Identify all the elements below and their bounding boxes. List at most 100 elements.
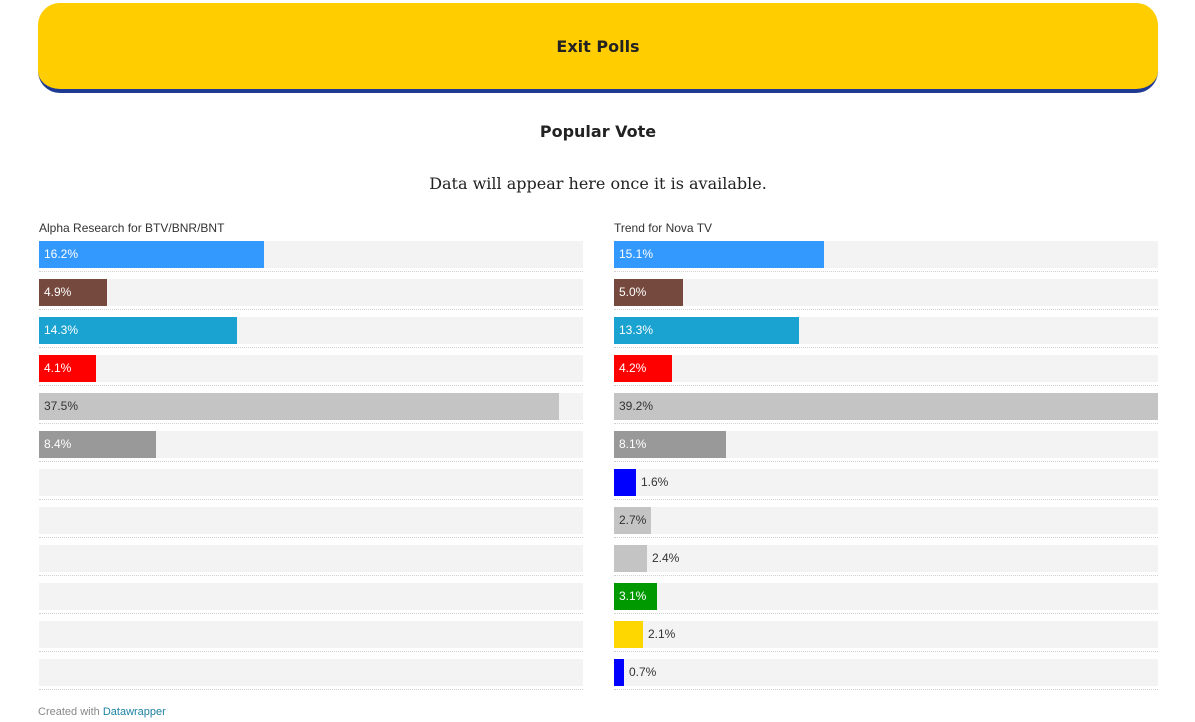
bar-track xyxy=(614,659,1158,686)
row-divider xyxy=(39,385,583,386)
bar-track xyxy=(39,621,583,648)
bar-value-label: 0.7% xyxy=(629,665,657,679)
row-divider xyxy=(39,423,583,424)
bar xyxy=(614,545,647,572)
bar-track xyxy=(614,469,1158,496)
row-divider xyxy=(39,271,583,272)
chart-panel-alpha-research: Alpha Research for BTV/BNR/BNT 16.2% 4.9%… xyxy=(39,221,583,695)
bar-track xyxy=(614,279,1158,306)
row-divider xyxy=(614,309,1158,310)
bar xyxy=(614,621,643,648)
bar-value-label: 5.0% xyxy=(619,285,647,299)
bar xyxy=(614,659,624,686)
row-divider xyxy=(39,499,583,500)
bar xyxy=(614,469,636,496)
row-divider xyxy=(39,575,583,576)
bar-row: 14.3% xyxy=(39,315,583,353)
row-divider xyxy=(39,461,583,462)
bar-row: 3.1% xyxy=(614,581,1158,619)
bar-value-label: 4.1% xyxy=(44,361,72,375)
bar-track xyxy=(614,583,1158,610)
bar-row: 8.1% xyxy=(614,429,1158,467)
bar-row xyxy=(39,505,583,543)
footer-prefix: Created with xyxy=(38,706,100,718)
bar-rows: 15.1% 5.0% 13.3% 4.2% 39.2% 8.1% 1.6% 2.7% 2.4% 3… xyxy=(614,239,1158,695)
bar-row: 1.6% xyxy=(614,467,1158,505)
panel-title: Trend for Nova TV xyxy=(614,221,713,235)
bar-row xyxy=(39,581,583,619)
chart-panel-trend: Trend for Nova TV 15.1% 5.0% 13.3% 4.2% 39.2… xyxy=(614,221,1158,695)
bar xyxy=(614,279,683,306)
bar-track xyxy=(39,659,583,686)
bar-row xyxy=(39,657,583,695)
row-divider xyxy=(39,537,583,538)
bar-row: 37.5% xyxy=(39,391,583,429)
bar xyxy=(614,393,1158,420)
bar-value-label: 3.1% xyxy=(619,589,647,603)
bar-track xyxy=(614,621,1158,648)
bar-value-label: 2.1% xyxy=(648,627,676,641)
row-divider xyxy=(39,689,583,690)
bar-row: 2.7% xyxy=(614,505,1158,543)
bar-row: 5.0% xyxy=(614,277,1158,315)
bar xyxy=(614,431,726,458)
bar-row: 15.1% xyxy=(614,239,1158,277)
bar-track xyxy=(39,545,583,572)
bar-row: 16.2% xyxy=(39,239,583,277)
bar xyxy=(39,431,156,458)
bar-value-label: 13.3% xyxy=(619,323,654,337)
row-divider xyxy=(614,613,1158,614)
row-divider xyxy=(614,499,1158,500)
bar-value-label: 15.1% xyxy=(619,247,654,261)
datawrapper-link[interactable]: Datawrapper xyxy=(102,706,166,718)
bar xyxy=(614,317,799,344)
bar-row: 4.2% xyxy=(614,353,1158,391)
bar-rows: 16.2% 4.9% 14.3% 4.1% 37.5% 8.4% xyxy=(39,239,583,695)
header-banner: Exit Polls xyxy=(38,3,1158,93)
bar-value-label: 16.2% xyxy=(44,247,79,261)
bar-track xyxy=(39,279,583,306)
panel-title: Alpha Research for BTV/BNR/BNT xyxy=(39,221,225,235)
bar-row xyxy=(39,467,583,505)
bar-value-label: 8.1% xyxy=(619,437,647,451)
bar xyxy=(614,583,657,610)
row-divider xyxy=(614,651,1158,652)
bar xyxy=(39,317,237,344)
bar-row: 4.9% xyxy=(39,277,583,315)
bar-track xyxy=(614,545,1158,572)
bar-value-label: 4.9% xyxy=(44,285,72,299)
bar xyxy=(614,355,672,382)
bar-row: 4.1% xyxy=(39,353,583,391)
row-divider xyxy=(614,347,1158,348)
bar-value-label: 37.5% xyxy=(44,399,79,413)
bar-row xyxy=(39,619,583,657)
row-divider xyxy=(39,613,583,614)
banner-title: Exit Polls xyxy=(556,36,640,56)
bar-value-label: 14.3% xyxy=(44,323,79,337)
bar-track xyxy=(614,507,1158,534)
bar xyxy=(39,279,107,306)
bar-row: 0.7% xyxy=(614,657,1158,695)
row-divider xyxy=(39,347,583,348)
bar-track xyxy=(39,583,583,610)
row-divider xyxy=(614,575,1158,576)
bar-track xyxy=(614,355,1158,382)
chart-subtitle: Popular Vote xyxy=(539,122,657,141)
row-divider xyxy=(614,461,1158,462)
bar-track xyxy=(39,355,583,382)
bar-track xyxy=(39,469,583,496)
bar-row: 2.4% xyxy=(614,543,1158,581)
bar-row: 13.3% xyxy=(614,315,1158,353)
bar-row: 39.2% xyxy=(614,391,1158,429)
row-divider xyxy=(614,423,1158,424)
bar-track xyxy=(39,507,583,534)
footer-credit: Created with Datawrapper xyxy=(38,706,166,718)
bar-value-label: 1.6% xyxy=(641,475,669,489)
row-divider xyxy=(39,651,583,652)
row-divider xyxy=(614,689,1158,690)
data-notice: Data will appear here once it is availab… xyxy=(429,174,767,193)
bar-value-label: 2.7% xyxy=(619,513,647,527)
bar-value-label: 2.4% xyxy=(652,551,680,565)
bar-row: 2.1% xyxy=(614,619,1158,657)
